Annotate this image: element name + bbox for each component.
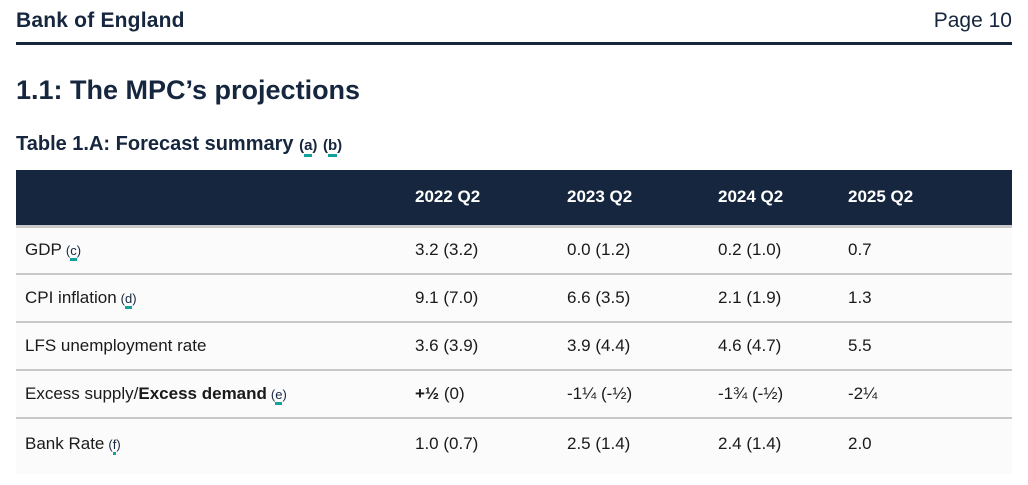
cell-text: CPI inflation <box>25 288 117 308</box>
value-cell: -2¼ <box>848 370 1012 420</box>
value-cell: 3.6 (3.9) <box>415 322 567 372</box>
row-label: GDP (c) <box>16 226 415 276</box>
cell-text: Excess supply/ <box>25 384 139 404</box>
footnote-link-d[interactable]: (d) <box>121 291 137 310</box>
cell-text: -1¾ (-½) <box>718 384 784 404</box>
table-title: Table 1.A: Forecast summary (a) (b) <box>16 133 1012 158</box>
value-cell: 6.6 (3.5) <box>567 274 718 324</box>
footnote-link-b[interactable]: (b) <box>323 137 342 158</box>
cell-text: (0) <box>439 384 465 404</box>
footnote-letter: d <box>125 291 133 310</box>
cell-text: 2.1 (1.9) <box>718 288 782 308</box>
value-cell: 2.5 (1.4) <box>567 418 718 475</box>
cell-text: -1¼ (-½) <box>567 384 633 404</box>
footnote-link-e[interactable]: (e) <box>271 387 287 406</box>
value-cell: 3.2 (3.2) <box>415 226 567 276</box>
value-cell: 4.6 (4.7) <box>718 322 848 372</box>
value-cell: 0.7 <box>848 226 1012 276</box>
brand-logo: Bank of England <box>16 9 185 32</box>
cell-text: +½ <box>415 384 440 404</box>
col-header-2025-q2: 2025 Q2 <box>848 170 1012 228</box>
table-header-row: 2022 Q2 2023 Q2 2024 Q2 2025 Q2 <box>16 170 1012 228</box>
cell-text: 3.2 (3.2) <box>415 240 479 260</box>
value-cell: 0.0 (1.2) <box>567 226 718 276</box>
row-label: LFS unemployment rate <box>16 322 415 372</box>
table-title-footnotes: (a) (b) <box>299 133 342 158</box>
cell-text: 0.2 (1.0) <box>718 240 782 260</box>
value-cell: 0.2 (1.0) <box>718 226 848 276</box>
forecast-table: 2022 Q2 2023 Q2 2024 Q2 2025 Q2 GDP (c) 3.… <box>16 170 1012 475</box>
cell-text: 2.0 <box>848 434 872 454</box>
section-title: 1.1: The MPC’s projections <box>16 75 361 105</box>
header-rule <box>16 42 1012 45</box>
cell-text: 2.4 (1.4) <box>718 434 782 454</box>
footnote-letter: b <box>327 137 338 158</box>
cell-text: 4.6 (4.7) <box>718 336 782 356</box>
row-label: CPI inflation (d) <box>16 274 415 324</box>
value-cell: -1¾ (-½) <box>718 370 848 420</box>
cell-text: GDP <box>25 240 62 260</box>
footnote-letter: c <box>70 243 77 262</box>
row-label: Excess supply/Excess demand (e) <box>16 370 415 420</box>
cell-text: 1.0 (0.7) <box>415 434 479 454</box>
value-cell: 2.0 <box>848 418 1012 475</box>
value-cell: 2.1 (1.9) <box>718 274 848 324</box>
col-header-2024-q2: 2024 Q2 <box>718 170 848 228</box>
cell-text: 5.5 <box>848 336 872 356</box>
footnote-link-c[interactable]: (c) <box>66 243 81 262</box>
cell-text: 2.5 (1.4) <box>567 434 631 454</box>
footnote-letter: e <box>275 387 283 406</box>
footnote-letter: a <box>304 137 313 158</box>
col-header-2022-q2: 2022 Q2 <box>415 170 567 228</box>
value-cell: +½ (0) <box>415 370 567 420</box>
table-body: GDP (c) 3.2 (3.2) 0.0 (1.2) 0.2 (1.0) 0.7 CPI … <box>16 226 1012 475</box>
col-header-2023-q2: 2023 Q2 <box>567 170 718 228</box>
footnote-link-f[interactable]: (f) <box>108 437 121 456</box>
value-cell: 9.1 (7.0) <box>415 274 567 324</box>
cell-text: 3.9 (4.4) <box>567 336 631 356</box>
page-header: Bank of England Page 10 <box>16 0 1012 33</box>
table-row: Bank Rate (f) 1.0 (0.7) 2.5 (1.4) 2.4 (1.4) 2… <box>16 418 1012 475</box>
table-title-text: Table 1.A: Forecast summary <box>16 133 294 156</box>
cell-text: -2¼ <box>848 384 878 404</box>
table-row: CPI inflation (d) 9.1 (7.0) 6.6 (3.5) 2.1 (1… <box>16 274 1012 324</box>
cell-text: 0.0 (1.2) <box>567 240 631 260</box>
table-row: Excess supply/Excess demand (e) +½ (0) -1¼ … <box>16 370 1012 420</box>
col-header-blank <box>16 170 415 228</box>
cell-text: Bank Rate <box>25 434 105 454</box>
value-cell: -1¼ (-½) <box>567 370 718 420</box>
footnote-letter: f <box>112 437 117 456</box>
cell-text: 3.6 (3.9) <box>415 336 479 356</box>
value-cell: 5.5 <box>848 322 1012 372</box>
page-number: Page 10 <box>933 9 1012 32</box>
cell-text: 1.3 <box>848 288 872 308</box>
cell-text: Excess demand <box>138 384 267 404</box>
footnote-link-a[interactable]: (a) <box>299 137 317 158</box>
cell-text: LFS unemployment rate <box>25 336 207 356</box>
row-label: Bank Rate (f) <box>16 418 415 475</box>
value-cell: 3.9 (4.4) <box>567 322 718 372</box>
table-row: LFS unemployment rate 3.6 (3.9) 3.9 (4.4) 4… <box>16 322 1012 372</box>
value-cell: 1.0 (0.7) <box>415 418 567 475</box>
value-cell: 1.3 <box>848 274 1012 324</box>
cell-text: 0.7 <box>848 240 872 260</box>
cell-text: 6.6 (3.5) <box>567 288 631 308</box>
cell-text: 9.1 (7.0) <box>415 288 479 308</box>
value-cell: 2.4 (1.4) <box>718 418 848 475</box>
page: Bank of England Page 10 1.1: The MPC’s p… <box>16 0 1012 475</box>
table-row: GDP (c) 3.2 (3.2) 0.0 (1.2) 0.2 (1.0) 0.7 <box>16 226 1012 276</box>
